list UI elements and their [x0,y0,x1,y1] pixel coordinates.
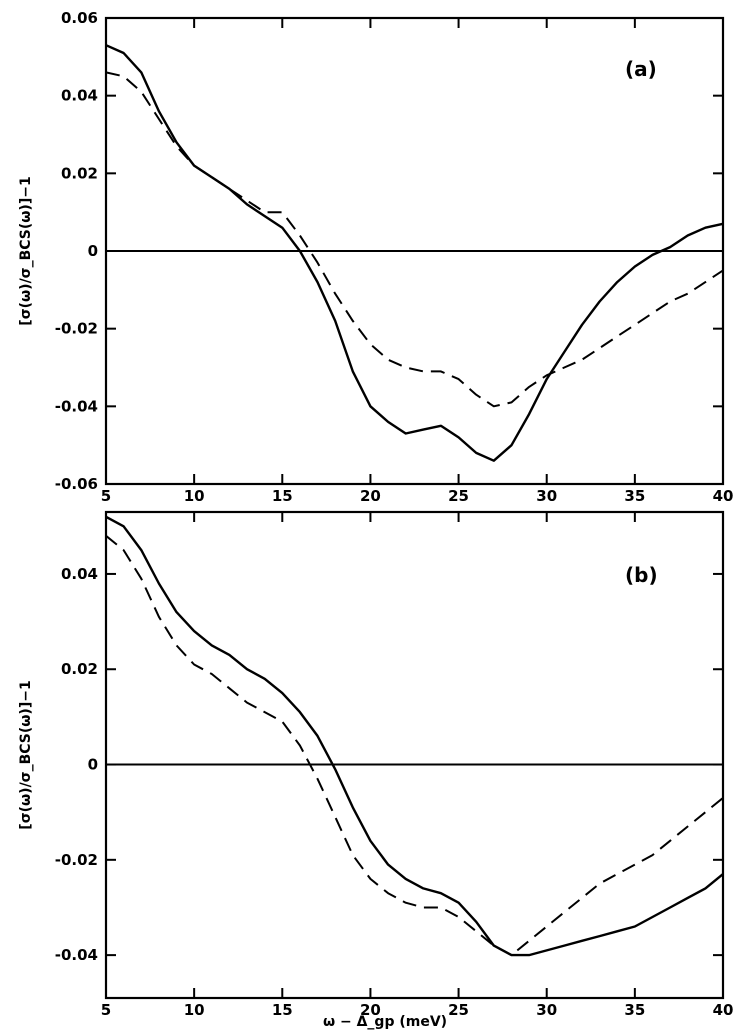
series-line-dashed [105,535,724,957]
y-tick-label: 0.06 [61,9,98,27]
panel-b: 5 10 15 20 25 30 35 40 -0.04 -0.02 0 0.02 0.04 (b) [… [18,510,734,1030]
y-tick-label: -0.02 [55,851,98,869]
panel-label: (b) [625,563,658,587]
x-tick-label: 25 [448,1001,469,1019]
tick-labels: 5 10 15 20 25 30 35 40 -0.04 -0.02 0 0.02 0.04 [55,565,734,1019]
y-tick-label: 0.04 [61,565,98,583]
x-tick-label: 10 [184,1001,205,1019]
x-tick-label: 10 [184,487,205,505]
y-tick-label: 0.04 [61,87,98,105]
y-tick-label: 0.02 [61,164,98,182]
y-axis-title: [σ(ω)/σ_BCS(ω)]−1 [18,680,34,829]
y-tick-label: 0.02 [61,660,98,678]
panel-a: 5 10 15 20 25 30 35 40 -0.06 -0.04 -0.02 0 0.02 0.04 0… [18,9,733,505]
x-tick-label: 15 [272,487,293,505]
y-tick-label: -0.04 [55,397,98,415]
x-tick-label: 15 [272,1001,293,1019]
x-tick-label: 30 [536,487,557,505]
tick-labels: 5 10 15 20 25 30 35 40 -0.06 -0.04 -0.02 0 0.02 0.04 0… [55,9,734,505]
x-tick-label: 30 [536,1001,557,1019]
x-tick-label: 40 [713,487,734,505]
x-tick-label: 35 [624,1001,645,1019]
panel-label: (a) [625,57,657,81]
series-line-dashed [105,71,724,408]
x-tick-label: 5 [101,1001,111,1019]
x-tick-label: 25 [448,487,469,505]
y-tick-label: 0 [88,756,98,774]
x-tick-label: 20 [360,1001,381,1019]
ticks [105,512,724,998]
series-group [105,515,724,957]
y-tick-label: -0.02 [55,320,98,338]
x-tick-label: 20 [360,487,381,505]
x-tick-label: 35 [624,487,645,505]
series-line-solid [105,515,724,957]
x-tick-label: 40 [713,1001,734,1019]
y-tick-label: 0 [88,242,98,260]
x-axis-title: ω − Δ_gp (meV) [323,1014,447,1030]
series-group [105,44,724,462]
y-tick-label: -0.06 [55,475,98,493]
x-tick-label: 5 [101,487,111,505]
y-tick-label: -0.04 [55,946,98,964]
series-line-solid [105,44,724,462]
y-axis-title: [σ(ω)/σ_BCS(ω)]−1 [18,176,34,325]
plot-frame [104,510,725,1000]
